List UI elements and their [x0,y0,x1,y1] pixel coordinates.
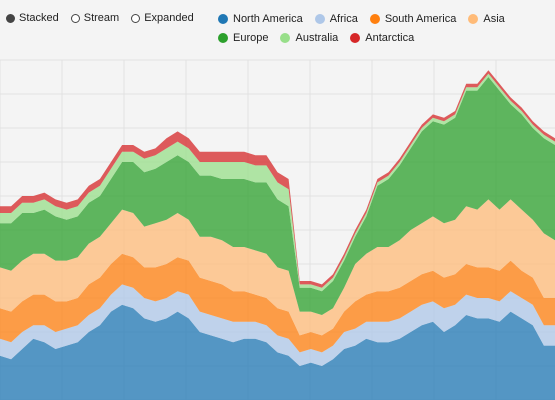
area-south-america[interactable] [0,253,555,353]
legend-swatch-icon [350,32,361,43]
legend-swatch-icon [369,13,380,24]
radio-unselected-icon [70,13,80,23]
chart-legend: North America Africa South America Asia Euro… [218,12,553,44]
mode-stream[interactable]: Stream [70,12,120,24]
legend-label: South America [384,12,457,25]
legend-item-north-america[interactable]: North America [218,12,303,25]
legend-swatch-icon [468,13,479,24]
legend-item-australia[interactable]: Australia [280,31,338,44]
legend-label: North America [233,12,303,25]
mode-expanded[interactable]: Expanded [131,12,194,24]
legend-item-africa[interactable]: Africa [314,12,358,25]
radio-unselected-icon [131,13,141,23]
mode-stream-label: Stream [83,12,120,24]
legend-swatch-icon [218,32,228,43]
area-antarctica[interactable] [0,70,555,288]
legend-label: Antarctica [365,31,415,44]
chart-mode-controls: Stacked Stream Expanded [6,12,194,24]
legend-swatch-icon [314,13,325,24]
legend-swatch-icon [218,13,228,24]
legend-swatch-icon [280,32,291,43]
mode-stacked[interactable]: Stacked [6,12,59,24]
legend-item-asia[interactable]: Asia [468,12,505,25]
legend-label: Australia [295,31,339,44]
legend-label: Europe [233,31,269,44]
legend-item-europe[interactable]: Europe [218,31,268,44]
legend-item-south-america[interactable]: South America [369,12,457,25]
radio-selected-icon [6,13,15,23]
area-africa[interactable] [0,284,555,366]
legend-item-antarctica[interactable]: Antarctica [350,31,414,44]
mode-stacked-label: Stacked [19,12,59,24]
legend-label: Africa [329,12,358,25]
chart-areas [0,70,555,400]
mode-expanded-label: Expanded [144,12,194,24]
area-europe[interactable] [0,77,555,315]
legend-label: Asia [483,12,505,25]
